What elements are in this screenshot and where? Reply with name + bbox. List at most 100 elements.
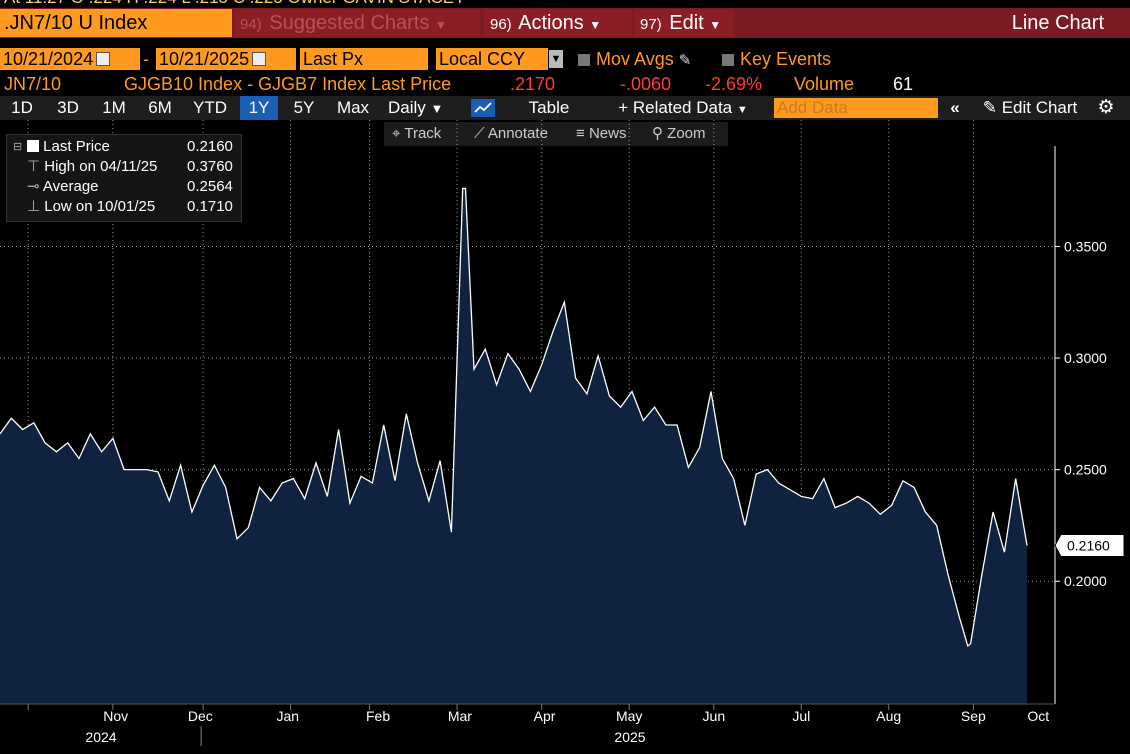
period-1d[interactable]: 1D [11,98,33,117]
average-marker-icon: ⊸ [27,178,40,195]
y-axis-ticks: 0.2000 0.2500 0.3000 0.3500 [1055,238,1107,589]
edit-chart-button[interactable]: ✎ Edit Chart [972,96,1088,120]
last-price-tag: 0.2160 [1054,534,1125,558]
caret-down-icon: ▼ [589,18,602,32]
checkbox-icon[interactable] [722,54,734,66]
table-button[interactable]: Table [528,98,570,117]
start-date-field[interactable]: 10/21/2024 [0,48,140,70]
legend-avg-value: 0.2564 [187,178,233,195]
last-value: .2170 [510,74,556,94]
x-month-label: Nov [103,708,128,724]
date-separator: - [143,49,149,69]
actions-menu-button[interactable]: 96) Actions ▼ [484,9,632,37]
track-tool[interactable]: ⌖ Track [392,122,441,146]
x-month-label: Dec [188,708,213,724]
zoom-label: Zoom [667,125,706,142]
period-5y[interactable]: 5Y [293,98,315,117]
swatch-icon [27,140,39,152]
field-selector[interactable]: Last Px [300,48,428,70]
key-events-toggle[interactable]: Key Events [722,48,831,70]
x-month-label: Feb [366,708,390,724]
x-month-label: Sep [961,708,986,724]
zoom-tool[interactable]: ⚲ Zoom [652,122,706,146]
line-chart-toggle[interactable] [466,96,500,120]
y-tick-label: 0.3000 [1064,350,1107,366]
y-tick-label: 0.2500 [1064,462,1107,478]
currency-text: Local CCY [439,49,526,69]
frequency-dropdown[interactable]: Daily ▼ [382,96,462,120]
legend-high: ⊤ High on 04/11/25 [27,157,157,177]
key-events-label: Key Events [740,49,832,69]
volume-value: 61 [893,74,914,94]
news-tool[interactable]: ≡ News [576,122,626,146]
period-6m[interactable]: 6M [148,98,172,117]
field-text: Last Px [303,49,364,69]
caret-down-icon: ▼ [736,104,748,116]
x-axis-ticks: Nov Dec Jan Feb Mar Apr May Jun Jul Aug Sep Oct 2024… [27,704,1049,746]
add-data-input[interactable]: Add Data [774,98,938,118]
news-label: News [588,125,627,142]
suggested-charts-button[interactable]: 94) Suggested Charts ▼ [234,9,480,37]
edit-num: 97) [640,16,662,33]
price-area-fill [0,188,1027,704]
security-text: .JN7/10 U Index [4,12,148,34]
price-line [0,187,1028,648]
edit-menu-button[interactable]: 97) Edit ▼ [634,9,734,37]
checkbox-icon[interactable] [578,54,590,66]
related-data-dropdown[interactable]: + Related Data ▼ [598,96,768,120]
top-status-strip: At 11:27 O .224 H .224 L .215 C .225 Own… [0,0,1130,8]
chart-type-label: Line Chart [1011,12,1104,34]
mov-avgs-toggle[interactable]: Mov Avgs ✎ [578,48,691,72]
low-marker-icon: ⊥ [27,198,41,215]
actions-num: 96) [490,16,512,33]
pencil-icon[interactable]: ✎ [678,52,692,69]
line-chart-icon [471,99,495,117]
currency-selector[interactable]: Local CCY [436,48,548,70]
annotate-label: Annotate [487,125,548,142]
x-month-label: Jun [703,708,726,724]
legend-low-value: 0.1710 [187,198,233,215]
period-max[interactable]: Max [336,98,370,117]
start-date-text: 10/21/2024 [3,49,94,69]
security-field[interactable]: .JN7/10 U Index [0,9,232,37]
calendar-icon[interactable] [252,52,267,66]
legend-high-label: High on 04/11/25 [44,158,158,175]
x-year-label: 2025 [614,729,645,745]
high-marker-icon: ⊤ [27,158,41,175]
plus-icon: + [618,98,629,117]
legend-last-price[interactable]: Last Price [27,137,110,157]
x-month-label: Jul [792,708,810,724]
calendar-icon[interactable] [96,52,111,66]
legend-collapse-icon[interactable]: ⊟ [13,141,23,153]
chart-tools-bar [384,122,728,146]
x-month-label: Oct [1027,708,1049,724]
caret-down-icon: ▼ [430,101,444,116]
pct-change: -2.69% [705,74,763,94]
edit-chart-label: Edit Chart [1001,98,1078,117]
end-date-field[interactable]: 10/21/2025 [156,48,296,70]
legend-high-value: 0.3760 [187,158,233,175]
series-description: GJGB10 Index - GJGB7 Index Last Price [124,74,452,94]
collapse-icon[interactable]: « [950,98,960,117]
y-tick-label: 0.3500 [1064,238,1107,254]
annotate-tool[interactable]: ⟋ Annotate [474,122,548,146]
pencil-icon: ✎ [982,98,997,117]
x-year-label: 2024 [85,729,116,745]
annotate-icon: ⟋ [474,125,485,142]
caret-down-icon: ▼ [709,18,722,32]
chart-toolbar [0,96,1130,120]
legend-low-label: Low on 10/01/25 [44,198,156,215]
actions-label: Actions [518,12,584,34]
settings-gear-icon[interactable]: ⚙ [1097,97,1115,118]
period-3d[interactable]: 3D [57,98,79,117]
crosshair-icon: ⌖ [392,125,401,142]
period-1m[interactable]: 1M [102,98,126,117]
period-1y[interactable]: 1Y [240,96,278,120]
period-ytd[interactable]: YTD [193,98,227,117]
short-ticker: JN7/10 [4,74,62,94]
suggested-num: 94) [240,16,262,33]
chart-legend[interactable]: ⊟ Last Price 0.2160 ⊤ High on 04/11/25 0… [6,134,242,222]
x-month-label: Aug [876,708,901,724]
currency-dropdown-icon[interactable]: ▼ [549,50,563,68]
